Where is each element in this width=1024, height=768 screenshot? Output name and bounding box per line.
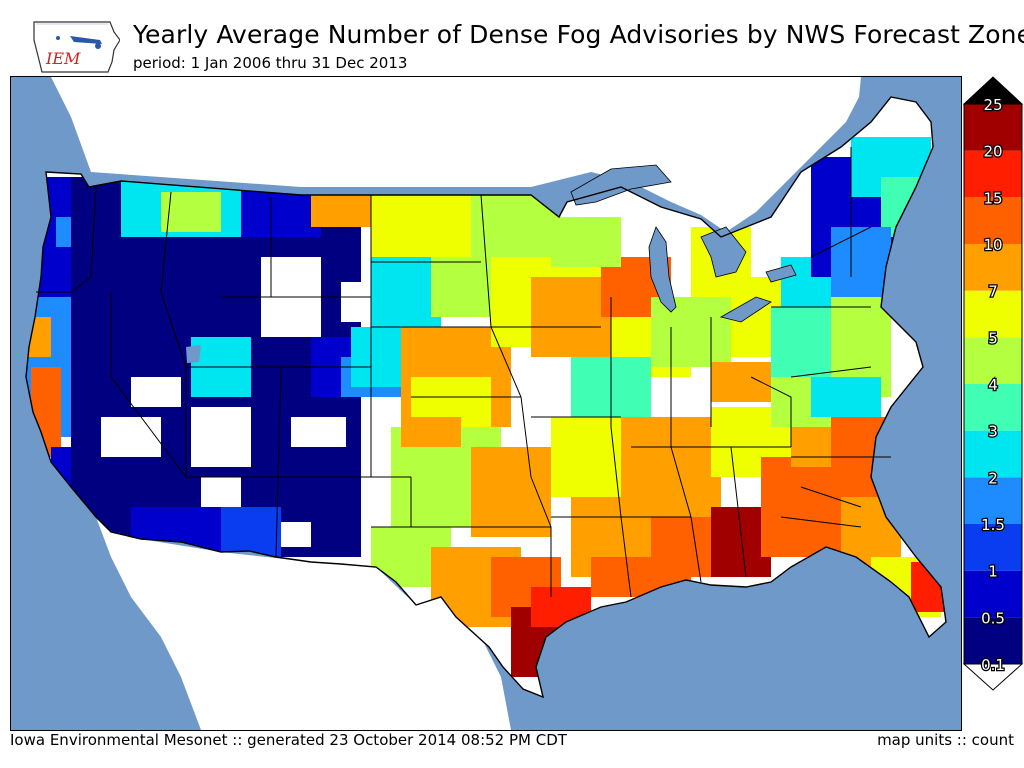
colorbar-segment [964, 617, 1022, 664]
footer-source: Iowa Environmental Mesonet :: generated … [10, 731, 567, 749]
colorbar-under-arrow [963, 663, 1023, 691]
colorbar-tick-label: 2 [988, 469, 998, 487]
colorbar-segment [964, 570, 1022, 618]
iowa-state-outline-icon [33, 21, 121, 73]
state-boundaries [36, 147, 891, 598]
colorbar-tick-label: 10 [983, 236, 1002, 254]
colorbar-segment [964, 244, 1022, 291]
great-salt-lake [186, 345, 201, 363]
mexico-landmass [96, 517, 511, 730]
period-subtitle: period: 1 Jan 2006 thru 31 Dec 2013 [133, 54, 408, 72]
lake-ontario [765, 264, 797, 283]
canada-landmass [11, 77, 861, 232]
us-border-outline [25, 96, 947, 699]
colorbar-tick-label: 20 [983, 143, 1002, 161]
colorbar-tick-label: 0.5 [981, 609, 1005, 627]
colorbar-over-arrow [963, 76, 1023, 105]
colorbar-segment [964, 524, 1022, 571]
colorbar-segment [964, 337, 1022, 384]
colorbar-tick-label: 4 [988, 376, 998, 394]
fog-advisory-map [10, 76, 962, 731]
colorbar-tick-label: 0.1 [981, 656, 1005, 674]
iem-logo: IEM [30, 16, 121, 76]
colorbar-tick-label: 15 [983, 189, 1002, 207]
colorbar-tick-label: 1.5 [981, 516, 1005, 534]
lake-superior [570, 164, 672, 206]
page-title: Yearly Average Number of Dense Fog Advis… [133, 20, 1024, 49]
colorbar-tick-label: 3 [988, 423, 998, 441]
lake-erie [719, 296, 772, 323]
colorbar-segment [964, 430, 1022, 478]
colorbar-segment [964, 477, 1022, 524]
colorbar-segment [964, 104, 1022, 151]
colorbar-segment [964, 150, 1022, 198]
colorbar-tick-label: 7 [988, 283, 998, 301]
colorbar-tick-label: 1 [988, 563, 998, 581]
colorbar-segment [964, 197, 1022, 244]
lake-huron [700, 226, 747, 278]
colorbar-tick-label: 25 [983, 96, 1002, 114]
colorbar-segment [964, 384, 1022, 431]
footer-units: map units :: count [877, 731, 1014, 749]
logo-text: IEM [45, 49, 81, 68]
lake-michigan [648, 226, 677, 313]
colorbar-segment [964, 290, 1022, 338]
colorbar-tick-label: 5 [988, 329, 998, 347]
colorbar-legend: 0.1 0.5 1 1.5 2 3 4 5 7 10 15 20 25 [963, 76, 1023, 691]
